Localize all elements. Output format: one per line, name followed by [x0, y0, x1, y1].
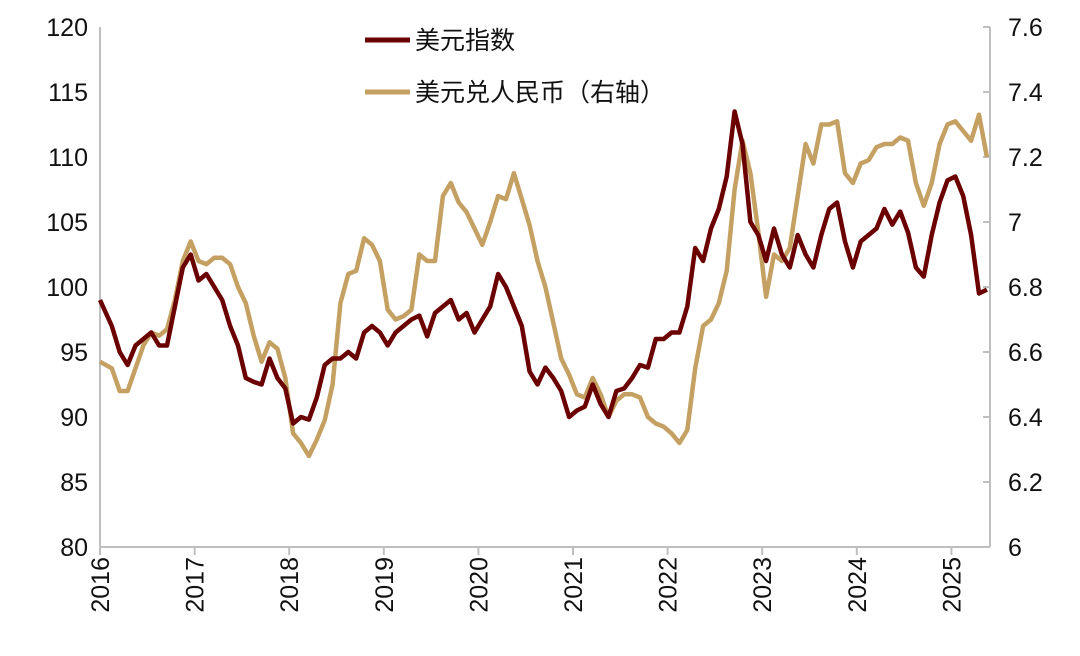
x-tick-label: 2022 [655, 557, 683, 613]
x-tick-label: 2024 [844, 557, 872, 613]
right-tick-label: 7.4 [1008, 79, 1043, 107]
right-tick-label: 6.2 [1008, 469, 1043, 497]
left-tick-label: 115 [48, 79, 88, 107]
left-tick-label: 105 [46, 209, 88, 237]
x-tick-label: 2025 [938, 557, 966, 613]
x-tick-label: 2023 [749, 557, 777, 613]
right-tick-label: 6.6 [1008, 339, 1043, 367]
series-line-dollar-index [97, 109, 988, 426]
left-tick-label: 120 [46, 14, 88, 42]
right-tick-label: 6 [1008, 534, 1022, 562]
left-tick-label: 100 [46, 274, 88, 302]
right-tick-label: 6.4 [1008, 404, 1043, 432]
series-lines [97, 109, 990, 459]
x-tick-label: 2021 [560, 557, 588, 613]
left-tick-label: 85 [60, 469, 88, 497]
x-tick-label: 2017 [182, 557, 210, 613]
right-tick-label: 7.6 [1008, 14, 1043, 42]
x-tick-label: 2019 [371, 557, 399, 613]
left-tick-label: 90 [60, 404, 88, 432]
x-tick-label: 2020 [465, 557, 493, 613]
right-tick-label: 7 [1008, 209, 1022, 237]
left-tick-label: 80 [60, 534, 88, 562]
series-line-usdcny [98, 112, 990, 459]
legend-label-usdcny: 美元兑人民币（右轴） [415, 79, 665, 107]
right-tick-label: 6.8 [1008, 274, 1043, 302]
x-tick-label: 2016 [87, 557, 115, 613]
legend: 美元指数 美元兑人民币（右轴） [365, 27, 665, 107]
axes: 80 85 90 95 100 105 110 115 120 6 6.2 6.4 6.6 6.8 7 7.2… [46, 14, 1043, 613]
legend-label-dxy: 美元指数 [415, 27, 515, 55]
left-tick-label: 95 [60, 339, 88, 367]
right-tick-label: 7.2 [1008, 144, 1043, 172]
x-tick-label: 2018 [276, 557, 304, 613]
left-tick-label: 110 [48, 144, 88, 172]
